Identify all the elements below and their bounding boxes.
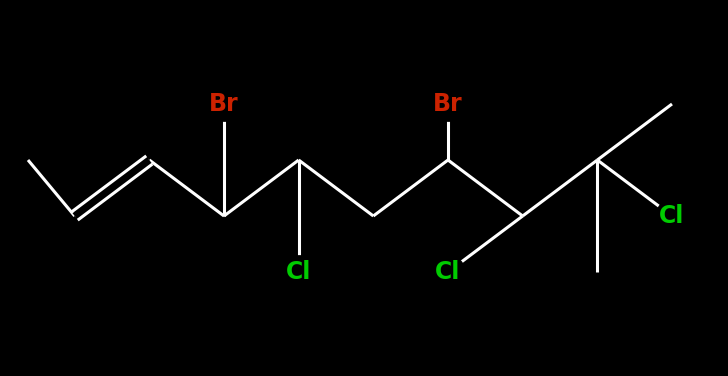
Text: Cl: Cl (286, 260, 312, 284)
Text: Br: Br (209, 92, 239, 116)
Text: Cl: Cl (435, 260, 461, 284)
Text: Cl: Cl (660, 204, 685, 228)
Text: Br: Br (433, 92, 463, 116)
